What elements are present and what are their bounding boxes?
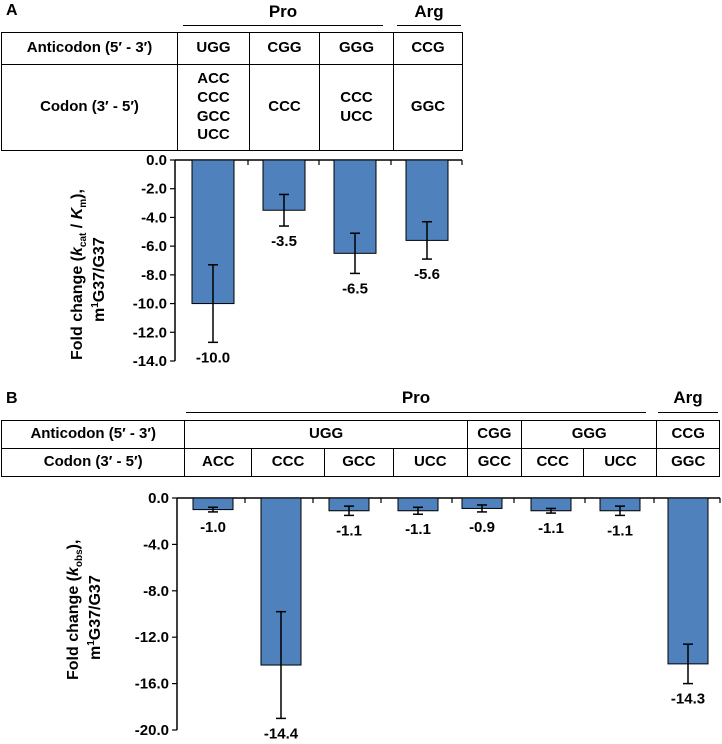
y-tick-label: -20.0 bbox=[135, 722, 169, 739]
y-tick-label: -4.0 bbox=[143, 536, 169, 553]
y-tick-label: 0.0 bbox=[148, 490, 169, 507]
panel-a-codon-cell: CCC bbox=[249, 64, 320, 151]
panel-a-anticodon-label: Anticodon (5′ - 3′) bbox=[1, 32, 178, 65]
panel-a-anticodon-cell: CGG bbox=[249, 32, 320, 65]
panel-a-y-axis-label: Fold change (kcat / Km), bbox=[69, 189, 89, 360]
y-tick-label: -8.0 bbox=[141, 267, 167, 284]
y-tick-label: -16.0 bbox=[135, 676, 169, 693]
codon-entry: GGC bbox=[410, 98, 446, 116]
panel-b-group-arg: Arg bbox=[673, 388, 703, 407]
y-tick-label: -10.0 bbox=[133, 296, 167, 313]
panel-b-arg-rule bbox=[658, 412, 718, 413]
data-label: -3.5 bbox=[271, 233, 297, 250]
y-tick-label: -2.0 bbox=[141, 181, 167, 198]
panel-b-codon-cell: UCC bbox=[392, 448, 468, 477]
y-tick-label: -12.0 bbox=[135, 629, 169, 646]
panel-b-y-axis-label-2: m1G37/G37 bbox=[86, 575, 104, 660]
panel-a-chart: Fold change (kcat / Km), m1G37/G37 0.0 -2… bbox=[69, 152, 463, 370]
panel-a-codon-cell: ACC CCC GCC UCC bbox=[177, 64, 250, 151]
panel-b-codon-label: Codon (3′ - 5′) bbox=[0, 448, 186, 477]
codon-entry: CCC bbox=[268, 98, 301, 116]
panel-a-pro-rule bbox=[183, 25, 383, 26]
panel-b-codon-table: Anticodon (5′ - 3′) UGG CGG GGG CCG Codo… bbox=[0, 420, 720, 477]
panel-b-codon-cell: UCC bbox=[583, 448, 658, 477]
codon-entry: CCC bbox=[197, 88, 230, 106]
data-label: -0.9 bbox=[469, 519, 495, 536]
data-label: -1.1 bbox=[336, 522, 362, 539]
panel-a-anticodon-row: Anticodon (5′ - 3′) UGG CGG GGG CCG bbox=[1, 32, 463, 65]
panel-b-chart: Fold change (kobs), m1G37/G37 0.0 -4.0 -8.… bbox=[65, 490, 721, 742]
panel-a-group-pro: Pro bbox=[268, 2, 298, 21]
codon-entry: UCC bbox=[197, 126, 230, 144]
data-label: -1.1 bbox=[607, 522, 633, 539]
panel-a-arg-rule bbox=[397, 25, 461, 26]
panel-b-codon-cell: GCC bbox=[324, 448, 394, 477]
codon-entry: CCC bbox=[340, 88, 373, 106]
data-label: -14.3 bbox=[671, 691, 705, 708]
data-label: -6.5 bbox=[342, 280, 368, 297]
codon-entry: ACC bbox=[197, 70, 230, 87]
panel-b-codon-row: Codon (3′ - 5′) ACC CCC GCC UCC GCC CCC … bbox=[0, 448, 720, 477]
panel-b-codon-cell: ACC bbox=[184, 448, 253, 477]
panel-a-y-axis-label-2: m1G37/G37 bbox=[90, 237, 108, 322]
y-tick-label: -4.0 bbox=[141, 209, 167, 226]
data-label: -10.0 bbox=[196, 349, 230, 366]
panel-a-anticodon-cell: CCG bbox=[393, 32, 463, 65]
codon-entry: GCC bbox=[196, 107, 231, 125]
y-tick-label: 0.0 bbox=[146, 152, 167, 169]
data-label: -1.1 bbox=[405, 521, 431, 538]
panel-b-group-pro: Pro bbox=[401, 388, 431, 407]
panel-a-letter: A bbox=[6, 2, 18, 19]
y-tick-label: -6.0 bbox=[141, 238, 167, 255]
panel-b-anticodon-row: Anticodon (5′ - 3′) UGG CGG GGG CCG bbox=[0, 420, 720, 449]
panel-b-y-axis-label: Fold change (kobs), bbox=[65, 540, 85, 680]
data-label: -14.4 bbox=[264, 725, 299, 742]
panel-a-anticodon-cell: GGG bbox=[319, 32, 394, 65]
panel-b-letter: B bbox=[6, 390, 18, 407]
panel-a-codon-cell: GGC bbox=[393, 64, 463, 151]
codon-entry: UCC bbox=[340, 107, 373, 125]
data-label: -5.6 bbox=[414, 266, 440, 283]
panel-a-group-arg: Arg bbox=[414, 2, 444, 21]
panel-b-anticodon-label: Anticodon (5′ - 3′) bbox=[0, 420, 186, 449]
panel-b-anticodon-cell: UGG bbox=[184, 420, 468, 449]
bar bbox=[667, 497, 709, 665]
panel-b-codon-cell: GCC bbox=[466, 448, 522, 477]
panel-b-pro-rule bbox=[186, 412, 646, 413]
panel-b-codon-cell: CCC bbox=[520, 448, 585, 477]
data-label: -1.0 bbox=[200, 519, 226, 536]
y-tick-label: -14.0 bbox=[133, 353, 167, 370]
panel-b-codon-cell: GGC bbox=[656, 448, 720, 477]
y-tick-label: -8.0 bbox=[143, 583, 169, 600]
panel-b-codon-cell: CCC bbox=[251, 448, 326, 477]
panel-a-codon-table: Anticodon (5′ - 3′) UGG CGG GGG CCG Codo… bbox=[1, 32, 463, 151]
panel-b-anticodon-cell: CCG bbox=[656, 420, 720, 449]
panel-b-anticodon-cell: CGG bbox=[466, 420, 522, 449]
y-tick-label: -12.0 bbox=[133, 324, 167, 341]
panel-a-codon-cell: CCC UCC bbox=[319, 64, 394, 151]
panel-a-anticodon-cell: UGG bbox=[177, 32, 250, 65]
data-label: -1.1 bbox=[538, 520, 564, 537]
panel-a-codon-label: Codon (3′ - 5′) bbox=[1, 64, 178, 151]
panel-b-anticodon-cell: GGG bbox=[520, 420, 658, 449]
panel-a-codon-row: Codon (3′ - 5′) ACC CCC GCC UCC CCC CCC … bbox=[1, 64, 463, 151]
